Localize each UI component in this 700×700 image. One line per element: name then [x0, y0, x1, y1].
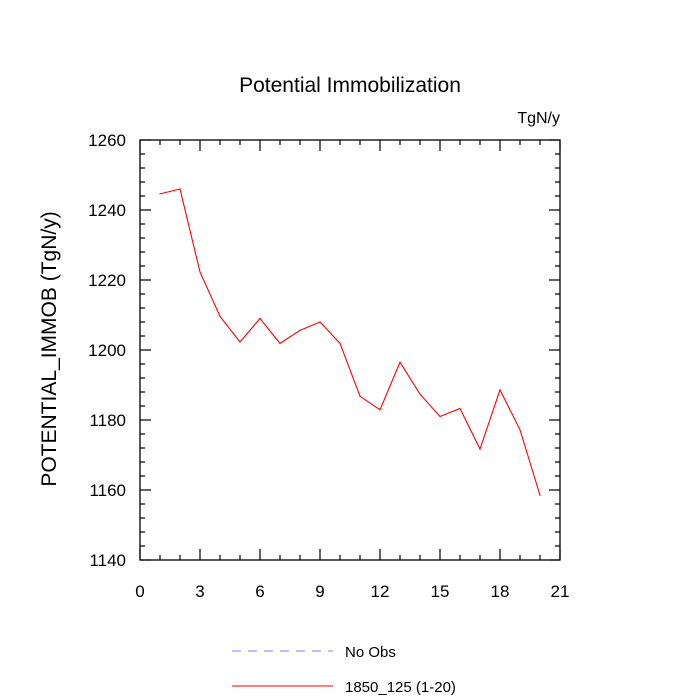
data-point — [459, 407, 461, 410]
x-tick-label: 18 — [491, 582, 510, 601]
data-point — [539, 494, 541, 496]
x-tick-label: 0 — [135, 582, 144, 601]
y-axis-label: POTENTIAL_IMMOB (TgN/y) — [38, 211, 61, 486]
y-tick-label: 1220 — [88, 271, 126, 290]
plot-frame — [139, 139, 561, 561]
y-tick-label: 1160 — [89, 481, 126, 500]
y-tick-label: 1240 — [88, 201, 126, 220]
data-point — [259, 317, 261, 320]
legend-label: 1850_125 (1-20) — [345, 679, 456, 696]
data-point — [279, 342, 281, 344]
y-tick-label: 1260 — [88, 131, 126, 150]
data-point — [439, 415, 441, 418]
x-tick-label: 15 — [431, 582, 450, 601]
axis-tick-labels: 0 3 6 9 12 15 18 21 1140 1160 1180 1200 1220 1240 1260 — [88, 131, 569, 601]
series-line — [159, 188, 541, 496]
x-tick-label: 12 — [371, 582, 390, 601]
chart-title: Potential Immobilization — [239, 74, 461, 97]
data-point — [319, 321, 321, 323]
legend: No Obs 1850_125 (1-20) — [232, 644, 456, 696]
legend-label: No Obs — [345, 644, 396, 661]
data-point — [219, 315, 221, 317]
data-point — [419, 393, 421, 395]
data-point — [159, 193, 161, 195]
data-point — [379, 409, 381, 411]
y-tick-label: 1200 — [88, 341, 126, 360]
data-point — [239, 341, 241, 343]
data-point — [359, 395, 361, 397]
y-tick-label: 1180 — [89, 411, 126, 430]
data-point — [499, 389, 501, 391]
units-label: TgN/y — [517, 110, 560, 127]
data-point — [399, 361, 401, 363]
series-group — [159, 188, 541, 496]
x-tick-label: 6 — [255, 582, 264, 601]
axis-ticks — [139, 139, 561, 561]
x-tick-label: 3 — [195, 582, 204, 601]
data-point — [199, 271, 201, 273]
data-point — [519, 429, 521, 431]
data-point — [299, 329, 301, 331]
x-tick-label: 21 — [551, 582, 570, 601]
data-point — [339, 342, 341, 344]
data-point — [179, 188, 181, 190]
data-point — [479, 448, 481, 450]
x-tick-label: 9 — [315, 582, 324, 601]
y-tick-label: 1140 — [89, 551, 126, 570]
